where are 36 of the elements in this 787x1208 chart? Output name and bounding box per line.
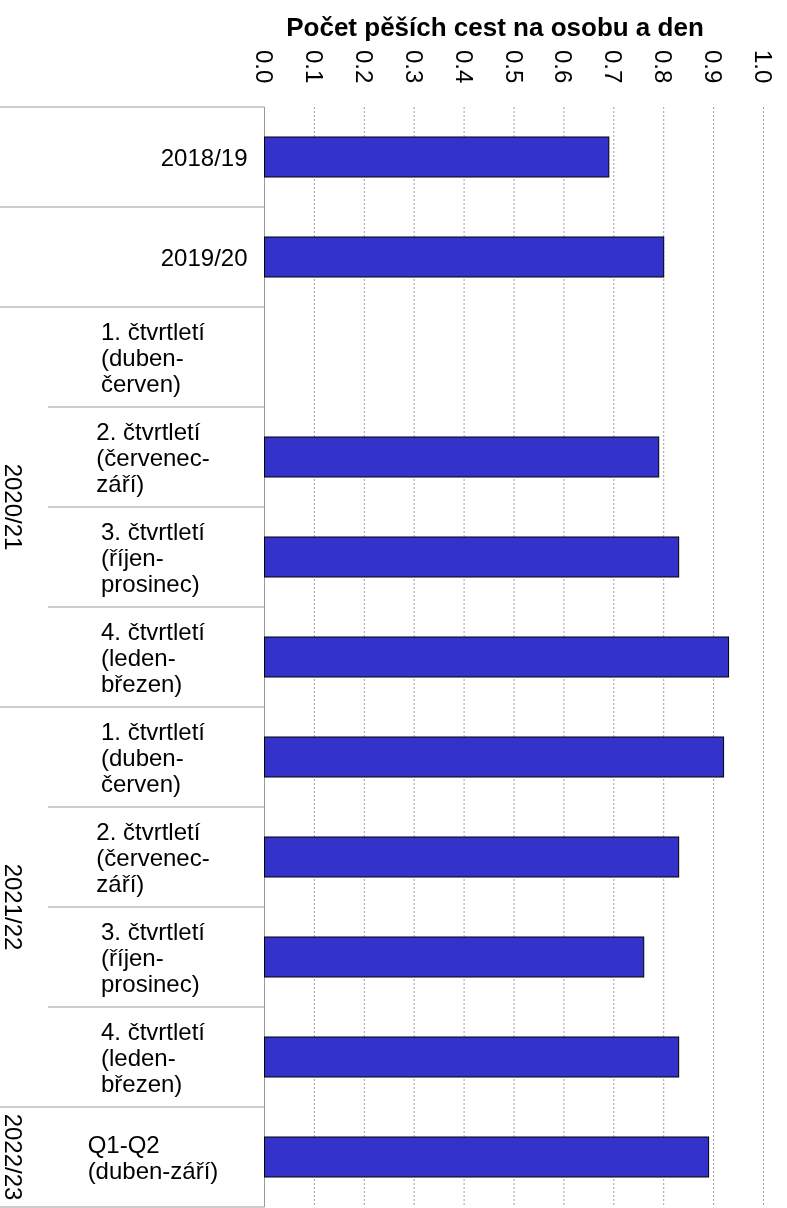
x-tick-label: 0.0 xyxy=(251,50,278,84)
x-tick-label: 0.4 xyxy=(450,50,478,84)
bar xyxy=(264,236,665,278)
y-tick-label: 2018/19 xyxy=(160,143,248,171)
x-tick-label: 0.8 xyxy=(650,50,678,84)
y-tick-label: 2. čtvrtletí (červenec-září) xyxy=(96,817,210,897)
bar xyxy=(264,936,645,978)
bar xyxy=(264,136,610,178)
x-tick-label: 0.1 xyxy=(300,50,328,84)
bar xyxy=(264,436,660,478)
bar xyxy=(264,536,680,578)
y-tick-label: Q1-Q2 (duben-září) xyxy=(87,1130,219,1184)
x-axis-title: Počet pěších cest na osobu a den xyxy=(286,12,704,42)
x-tick-label: 0.2 xyxy=(350,50,378,84)
y-tick-label: 1. čtvrtletí (duben-červen) xyxy=(100,317,212,397)
text: 2022/23 xyxy=(0,1113,27,1201)
text: 2020/21 xyxy=(0,463,27,551)
y-tick-label: 1. čtvrtletí (duben-červen) xyxy=(100,717,212,797)
text: 2021/22 xyxy=(0,863,27,951)
bar xyxy=(264,736,725,778)
x-tick-label: 0.6 xyxy=(550,50,578,84)
x-tick-label: 0.7 xyxy=(600,50,628,84)
y-tick-label: 4. čtvrtletí (leden-březen) xyxy=(100,617,212,697)
y-tick-label: 3. čtvrtletí (říjen-prosinec) xyxy=(100,917,212,997)
y-tick-label: 2. čtvrtletí (červenec-září) xyxy=(96,417,210,497)
y-tick-label: 3. čtvrtletí (říjen-prosinec) xyxy=(100,517,212,597)
bar xyxy=(264,1036,680,1078)
bar xyxy=(264,636,730,678)
x-tick-label: 0.5 xyxy=(500,50,528,84)
x-tick-label: 1.0 xyxy=(750,50,777,84)
y-tick-label: 2019/20 xyxy=(160,243,248,271)
bar xyxy=(264,836,680,878)
bar xyxy=(264,1136,710,1178)
x-tick-label: 0.3 xyxy=(400,50,428,84)
y-tick-label: 4. čtvrtletí (leden-březen) xyxy=(100,1017,212,1097)
x-tick-label: 0.9 xyxy=(700,50,728,84)
